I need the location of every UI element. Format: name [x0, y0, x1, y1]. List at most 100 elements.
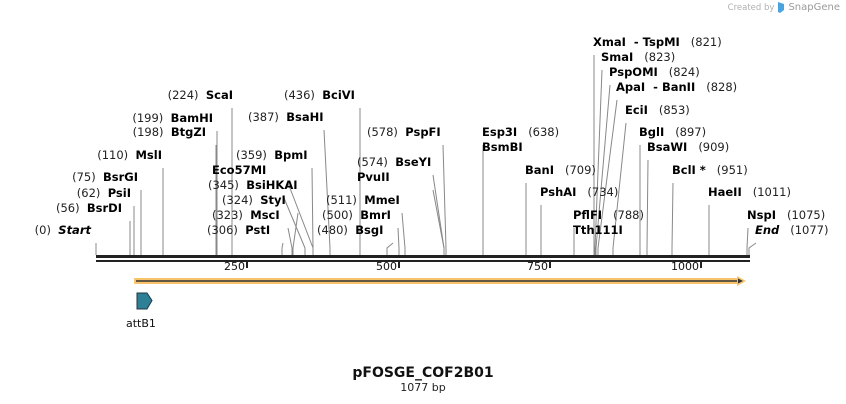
credit-brand: SnapGene: [788, 2, 840, 13]
restriction-site-ecii[interactable]: EciI (853): [625, 103, 690, 117]
site-position: (500): [322, 208, 353, 222]
restriction-site-bgli[interactable]: BglI (897): [639, 125, 706, 139]
site-name: BpmI: [274, 148, 308, 162]
site-position: (56): [55, 201, 80, 215]
site-name: Tth111I: [573, 223, 623, 237]
site-position: (853): [658, 103, 690, 117]
site-connector-line: [748, 242, 757, 255]
restriction-site-nspi[interactable]: NspI (1075): [747, 208, 825, 222]
attB1-feature-arrow-icon[interactable]: [136, 292, 153, 310]
restriction-site-eco57mi[interactable]: Eco57MI: [212, 163, 266, 177]
site-connector-line: [386, 242, 394, 255]
ruler-tick-label: 1000: [671, 260, 699, 273]
credit-prefix: Created by: [727, 2, 775, 13]
site-connector-line: [283, 197, 306, 255]
site-name: BmrI: [360, 208, 391, 222]
restriction-site-bsgi[interactable]: (480) BsgI: [317, 223, 383, 237]
restriction-site-bamhi[interactable]: (199) BamHI: [132, 111, 213, 125]
restriction-site-end[interactable]: End (1077): [755, 223, 829, 237]
site-name: NspI: [747, 208, 776, 222]
site-position: (1011): [752, 185, 791, 199]
site-name: End: [755, 223, 780, 237]
restriction-site-bsihkai[interactable]: (345) BsiHKAI: [208, 178, 298, 192]
ruler-tick-label: 250: [224, 260, 245, 273]
restriction-site-esp3i[interactable]: Esp3I (638): [482, 125, 559, 139]
site-position: (709): [564, 163, 596, 177]
restriction-site-apai-banii[interactable]: ApaI - BanII (828): [616, 80, 737, 94]
ruler-tick-mark: [700, 262, 702, 268]
restriction-site-pvuii[interactable]: PvuII: [357, 170, 390, 184]
restriction-site-bani[interactable]: BanI (709): [525, 163, 596, 177]
site-name: PstI: [245, 223, 271, 237]
site-name: BanI: [525, 163, 554, 177]
restriction-site-btgzi[interactable]: (198) BtgZI: [133, 125, 206, 139]
restriction-site-bcli[interactable]: BclI * (951): [672, 163, 748, 177]
site-position: (734): [587, 185, 619, 199]
site-name: HaeII: [708, 185, 742, 199]
site-name: PspOMI: [609, 65, 658, 79]
restriction-site-psii[interactable]: (62) PsiI: [77, 186, 131, 200]
site-position: (199): [132, 111, 164, 125]
ruler-tick-label: 750: [527, 260, 548, 273]
feature-label-attB1[interactable]: attB1: [126, 317, 156, 330]
site-position: (1077): [790, 223, 829, 237]
site-name: Esp3I: [482, 125, 518, 139]
site-connector-line: [442, 144, 447, 255]
restriction-site-bsawi[interactable]: BsaWI (909): [647, 140, 729, 154]
site-position: (359): [236, 148, 267, 162]
site-position: (511): [326, 193, 357, 207]
site-connector-line: [401, 212, 406, 255]
orf-arrowhead-inner-icon: [738, 278, 743, 284]
site-connector-line: [397, 227, 400, 255]
restriction-site-scai[interactable]: (224) ScaI: [168, 88, 233, 102]
snapgene-credit: Created by SnapGene: [728, 2, 840, 13]
sequence-name: pFOSGE_COF2B01: [352, 365, 494, 381]
restriction-site-tth111i[interactable]: Tth111I: [573, 223, 623, 237]
restriction-site-xmai-tspmi[interactable]: XmaI - TspMI (821): [593, 35, 722, 49]
restriction-site-bsahi[interactable]: (387) BsaHI: [248, 110, 324, 124]
site-name: XmaI - TspMI: [593, 35, 680, 49]
site-connector-line: [292, 212, 299, 255]
restriction-site-pspomi[interactable]: PspOMI (824): [609, 65, 700, 79]
site-name: BsrDI: [86, 201, 122, 215]
restriction-site-styi[interactable]: (324) StyI: [222, 193, 286, 207]
restriction-site-bsmbi[interactable]: BsmBI: [482, 140, 523, 154]
site-position: (323): [212, 208, 243, 222]
restriction-site-pshai[interactable]: PshAI (734): [540, 185, 618, 199]
restriction-site-bseyi[interactable]: (574) BseYI: [357, 155, 431, 169]
restriction-site-smai[interactable]: SmaI (823): [601, 50, 675, 64]
restriction-site-start[interactable]: (0) Start: [35, 223, 91, 237]
site-name: PsiI: [107, 186, 131, 200]
site-connector-line: [597, 99, 618, 255]
restriction-site-bmri[interactable]: (500) BmrI: [322, 208, 391, 222]
restriction-site-bcivi[interactable]: (436) BciVI: [284, 88, 355, 102]
site-name: BsaHI: [286, 110, 324, 124]
site-position: (821): [690, 35, 722, 49]
restriction-site-pspfi[interactable]: (578) PspFI: [367, 125, 441, 139]
ruler-tick-mark: [549, 262, 551, 268]
site-connector-line: [281, 242, 284, 255]
site-position: (62): [76, 186, 101, 200]
site-position: (578): [367, 125, 398, 139]
restriction-site-bsrgi[interactable]: (75) BsrGI: [72, 170, 138, 184]
site-position: (306): [207, 223, 238, 237]
site-name: ApaI - BanII: [616, 80, 696, 94]
restriction-site-pflfi[interactable]: PflFI (788): [573, 208, 644, 222]
restriction-site-haeii[interactable]: HaeII (1011): [708, 185, 791, 199]
restriction-site-msci[interactable]: (323) MscI: [212, 208, 280, 222]
site-name: Start: [58, 223, 91, 237]
backbone-bottom-strand: [96, 260, 750, 262]
site-name: Eco57MI: [212, 163, 267, 177]
restriction-site-psti[interactable]: (306) PstI: [207, 223, 270, 237]
site-connector-line: [287, 227, 293, 255]
site-name: PspFI: [405, 125, 441, 139]
backbone-top-strand: [96, 255, 750, 258]
restriction-site-bpmi[interactable]: (359) BpmI: [236, 148, 308, 162]
site-connector-line: [594, 69, 603, 255]
restriction-site-bsrdi[interactable]: (56) BsrDI: [56, 201, 122, 215]
site-position: (0): [34, 223, 51, 237]
restriction-site-msli[interactable]: (110) MslI: [97, 148, 162, 162]
site-name: PvuII: [357, 170, 390, 184]
restriction-site-mmei[interactable]: (511) MmeI: [326, 193, 400, 207]
